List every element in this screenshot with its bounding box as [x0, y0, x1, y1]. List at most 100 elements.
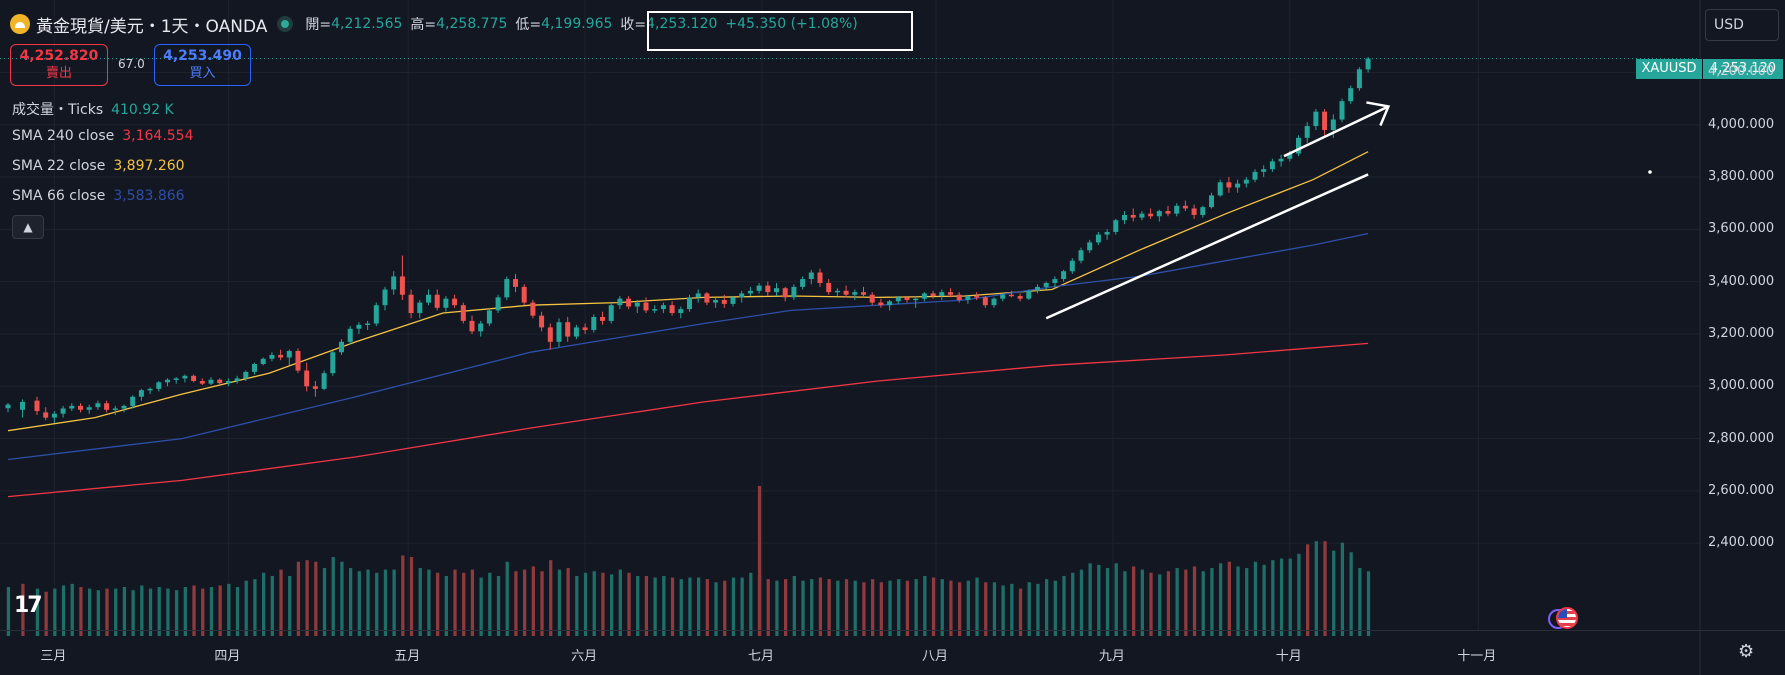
- volume-bar: [88, 588, 92, 636]
- volume-bar: [175, 590, 179, 636]
- candle-body: [1200, 207, 1206, 215]
- indicator-sma66[interactable]: SMA 66 close 3,583.866: [12, 188, 185, 204]
- candle-body: [252, 364, 257, 372]
- candle-body: [34, 400, 40, 412]
- close-value: 4,253.120: [646, 16, 718, 32]
- candle-body: [1269, 161, 1275, 170]
- volume-bar: [514, 571, 518, 636]
- collapse-legend-button[interactable]: ▲: [12, 215, 44, 239]
- trend-line: [1045, 173, 1369, 320]
- candle-body: [756, 285, 762, 291]
- volume-bar: [349, 568, 353, 636]
- time-axis-label: 五月: [394, 649, 421, 664]
- volume-bar: [844, 579, 849, 636]
- symbol-title[interactable]: 黃金現貨/美元・1天・OANDA: [36, 16, 268, 37]
- sell-label: 賣出: [45, 66, 72, 81]
- volume-bar: [1323, 541, 1327, 636]
- candle-body: [20, 401, 25, 410]
- volume-bar: [1358, 568, 1362, 636]
- volume-bar: [827, 579, 831, 636]
- volume-bar: [53, 588, 57, 636]
- time-axis-border: [0, 630, 1785, 631]
- volume-bar: [714, 582, 718, 636]
- candle-body: [504, 279, 510, 298]
- tradingview-logo-icon[interactable]: 17: [14, 593, 43, 618]
- indicator-volume[interactable]: 成交量・Ticks 410.92 K: [12, 99, 174, 119]
- indicator-sma240[interactable]: SMA 240 close 3,164.554: [12, 128, 194, 144]
- candle-body: [1130, 214, 1136, 218]
- candle-body: [921, 293, 927, 299]
- indicator-value: 3,164.554: [122, 128, 194, 144]
- volume-bar: [183, 587, 187, 636]
- gold-logo-icon: [10, 14, 30, 34]
- candle-body: [182, 375, 188, 379]
- volume-bar: [1279, 558, 1284, 636]
- candle-body: [121, 405, 127, 409]
- candle-body: [391, 276, 397, 290]
- indicator-name: SMA 66 close: [12, 188, 106, 204]
- volume-bar: [1149, 572, 1153, 636]
- volume-bar: [627, 572, 631, 636]
- volume-bar: [218, 585, 222, 636]
- indicator-sma22[interactable]: SMA 22 close 3,897.260: [12, 158, 185, 174]
- volume-bar: [949, 580, 953, 636]
- sma66-line: [7, 232, 1369, 461]
- volume-bar: [975, 577, 979, 636]
- price-axis-label: 2,600.000: [1708, 482, 1775, 498]
- volume-bar: [1140, 569, 1144, 636]
- volume-bar: [227, 583, 231, 636]
- volume-bar: [549, 560, 553, 636]
- candle-body: [1165, 211, 1171, 214]
- volume-bar: [1158, 574, 1162, 636]
- indicator-name: SMA 22 close: [12, 158, 106, 174]
- time-axis-label: 七月: [748, 649, 775, 664]
- volume-bar: [1175, 568, 1179, 636]
- volume-bar: [784, 579, 788, 636]
- volume-bar: [383, 569, 388, 636]
- volume-bar: [905, 580, 910, 636]
- buy-button[interactable]: 4,253.490 買入: [154, 44, 251, 86]
- candle-body: [43, 412, 49, 418]
- volume-bar: [705, 579, 709, 636]
- candle-body: [138, 390, 144, 397]
- candle-body: [486, 310, 492, 324]
- volume-bar: [114, 588, 118, 636]
- price-axis-label: 3,000.000: [1708, 378, 1775, 394]
- candle-body: [286, 350, 292, 358]
- currency-select[interactable]: USD: [1705, 9, 1779, 41]
- candle-body: [800, 279, 806, 287]
- candle-body: [1296, 137, 1301, 154]
- low-label: 低=: [515, 17, 542, 33]
- candle-body: [982, 297, 988, 306]
- candle-body: [991, 298, 997, 306]
- candle-body: [478, 323, 484, 332]
- candle-body: [547, 327, 553, 342]
- volume-bar: [392, 569, 396, 636]
- candle-body: [965, 296, 971, 300]
- candle-body: [104, 403, 110, 410]
- chevron-up-icon: ▲: [23, 220, 33, 234]
- candle-body: [1217, 182, 1223, 196]
- volume-bar: [958, 582, 962, 636]
- volume-bar: [418, 568, 422, 636]
- market-status-icon[interactable]: [277, 16, 294, 32]
- candle-body: [278, 354, 284, 358]
- settings-gear-icon[interactable]: ⚙: [1738, 641, 1755, 662]
- volume-bar: [296, 561, 301, 636]
- open-label: 開=: [305, 17, 332, 33]
- close-highlight-box: [647, 11, 913, 51]
- us-flag-icon[interactable]: [1556, 607, 1578, 629]
- candle-body: [652, 309, 658, 311]
- volume-bar: [723, 580, 727, 636]
- candle-body: [304, 370, 310, 387]
- price-axis-label: 4,200.000: [1708, 64, 1775, 80]
- sell-button[interactable]: 4,252.820 賣出: [10, 44, 108, 86]
- candle-body: [1365, 58, 1371, 70]
- candle-body: [69, 405, 75, 409]
- candle-body: [1052, 279, 1058, 283]
- candle-body: [399, 276, 405, 295]
- volume-bar: [488, 572, 492, 636]
- volume-bar: [122, 587, 127, 636]
- candle-body: [1000, 294, 1006, 299]
